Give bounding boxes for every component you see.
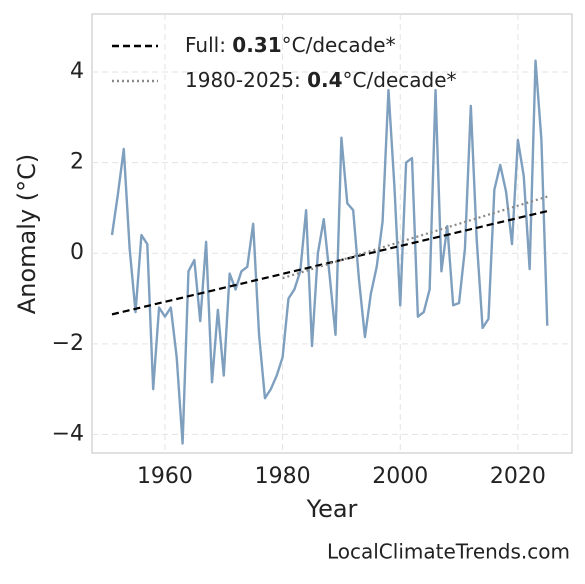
x-tick-label: 2020	[490, 464, 546, 489]
legend-text: Full:	[185, 33, 232, 57]
legend-text: °C/decade*	[282, 33, 396, 57]
x-tick-label: 1980	[255, 464, 311, 489]
series-line	[282, 195, 548, 280]
source: LocalClimateTrends.com	[327, 540, 570, 564]
y-axis-label: Anomaly (°C)	[13, 154, 41, 314]
legend-text: 0.4	[307, 68, 342, 92]
legend-label: 1980-2025: 0.4°C/decade*	[185, 68, 457, 92]
x-tick-label: 2000	[372, 464, 428, 489]
series-line	[111, 210, 548, 316]
y-tick-label: 0	[70, 240, 84, 265]
legend-label: Full: 0.31°C/decade*	[185, 33, 396, 57]
x-tick-label: 1960	[137, 464, 193, 489]
legend-text: 0.31	[232, 33, 281, 57]
series-line	[110, 59, 549, 445]
y-tick-label: 4	[70, 59, 84, 84]
y-tick-label: −2	[52, 331, 84, 356]
legend-text: °C/decade*	[343, 68, 457, 92]
y-tick-label: 2	[70, 150, 84, 175]
legend-text: 1980-2025:	[185, 68, 307, 92]
x-axis-label: Year	[306, 495, 358, 523]
y-tick-label: −4	[52, 421, 84, 446]
